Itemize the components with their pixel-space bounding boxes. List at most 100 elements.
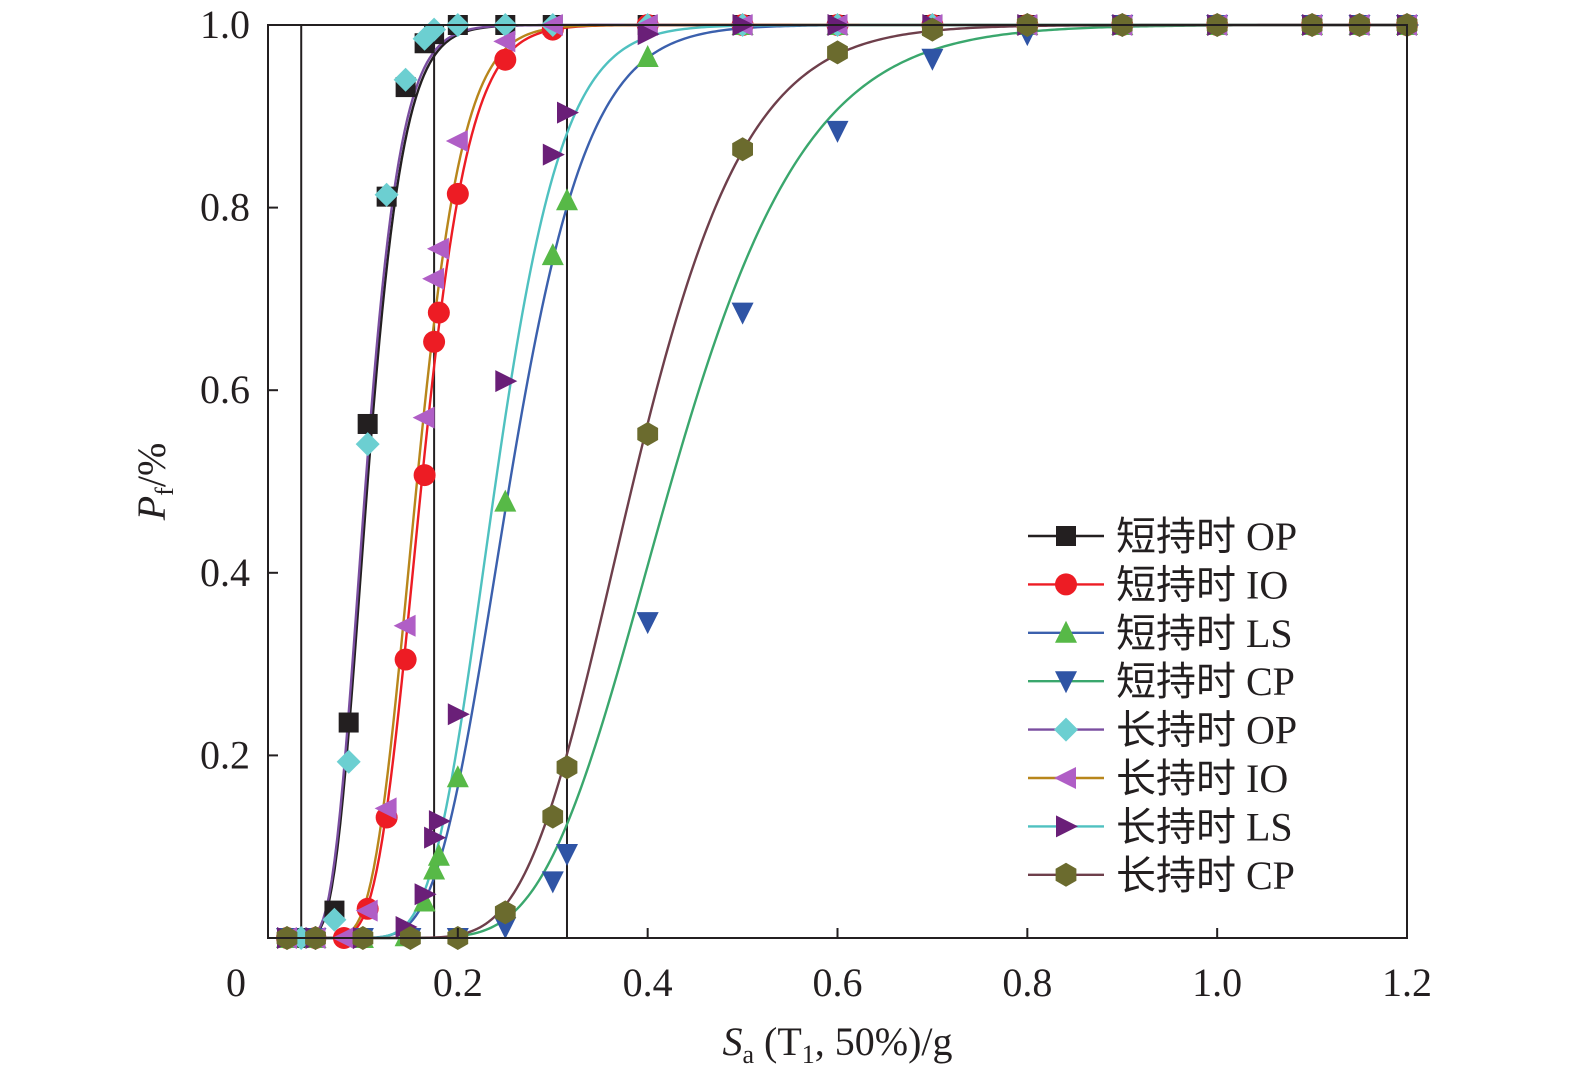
curve-series-3: [286, 23, 1407, 940]
legend-label: 短持时 CP: [1116, 659, 1295, 704]
data-point: [556, 188, 578, 211]
x-tick-label: 0.4: [623, 960, 673, 1005]
data-point: [494, 489, 517, 512]
data-point: [413, 464, 436, 487]
data-point: [428, 810, 451, 833]
data-point: [422, 267, 445, 290]
y-tick-label: 1.0: [200, 2, 250, 47]
x-tick-labels: 0 0.2 0.4 0.6 0.8 1.0 1.2: [226, 960, 1432, 1005]
x-title-sub2: 1: [802, 1040, 815, 1069]
data-point: [542, 143, 565, 166]
data-point: [446, 765, 469, 788]
legend-marker: [1056, 815, 1078, 838]
legend-item-4: 短持时 CP: [1028, 659, 1295, 704]
data-point: [446, 182, 469, 205]
data-point: [541, 871, 564, 894]
y-tick-label: 0.8: [200, 185, 250, 230]
x-tick-label: 0.2: [433, 960, 483, 1005]
x-title-main: S: [722, 1019, 742, 1064]
data-point: [827, 40, 848, 65]
data-point: [355, 899, 378, 922]
y-title-main: P: [129, 496, 174, 521]
x-axis-title: Sa (T1, 50%)/g: [722, 1019, 952, 1069]
data-point: [493, 30, 516, 53]
y-title-sub: f: [150, 487, 179, 496]
legend-label: 长持时 CP: [1116, 853, 1295, 898]
y-axis-title: Pf/%: [129, 443, 179, 522]
x-title-rest: (T: [754, 1019, 802, 1064]
legend-item-7: 长持时 LS: [1028, 804, 1293, 849]
data-point: [414, 883, 437, 906]
data-point: [494, 48, 517, 71]
data-point: [637, 422, 659, 446]
legend-item-6: 长持时 IO: [1028, 756, 1288, 801]
data-point: [636, 612, 659, 635]
legend-label: 短持时 LS: [1116, 611, 1293, 656]
legend-item-2: 短持时 IO: [1028, 562, 1288, 607]
legend-item-1: 短持时 OP: [1028, 514, 1297, 559]
data-point: [426, 237, 449, 260]
x-tick-label: 0.6: [813, 960, 863, 1005]
data-point: [494, 900, 516, 925]
data-point: [336, 749, 361, 774]
plot-frame: [267, 24, 1408, 939]
data-point: [731, 302, 754, 325]
data-point: [393, 67, 418, 92]
legend-marker: [1055, 862, 1077, 887]
x-tick-label: 0: [226, 960, 246, 1005]
y-title-tail: /%: [129, 443, 174, 487]
data-point: [423, 330, 446, 353]
x-title-tail: , 50%)/g: [815, 1019, 953, 1064]
y-tick-labels: 0.2 0.4 0.6 0.8 1.0: [200, 2, 250, 777]
legend-item-5: 长持时 OP: [1028, 708, 1297, 753]
data-point: [427, 843, 450, 866]
legend-label: 短持时 OP: [1116, 514, 1297, 559]
data-point: [732, 137, 753, 162]
data-point: [637, 23, 660, 46]
data-point: [445, 130, 468, 152]
legend-marker: [1054, 717, 1078, 742]
data-point: [922, 17, 943, 42]
legend-marker: [1055, 620, 1077, 643]
data-point: [322, 907, 347, 932]
data-point: [556, 755, 578, 780]
data-point: [542, 804, 564, 829]
data-point: [422, 17, 447, 42]
data-point: [556, 844, 578, 866]
data-point: [393, 614, 416, 637]
data-point: [357, 413, 378, 434]
data-point: [423, 857, 446, 880]
legend-item-3: 短持时 LS: [1028, 611, 1293, 656]
data-point: [427, 301, 450, 324]
legend-label: 长持时 LS: [1116, 804, 1293, 849]
data-point: [495, 370, 518, 393]
y-tick-label: 0.2: [200, 732, 250, 777]
legend-marker: [1054, 767, 1076, 789]
x-tick-label: 1.2: [1382, 960, 1432, 1005]
axis-ticks: [267, 24, 1408, 938]
legend-marker: [1055, 671, 1077, 694]
data-point: [494, 917, 517, 939]
legend-item-8: 长持时 CP: [1028, 853, 1295, 898]
data-point: [826, 120, 849, 143]
data-point: [447, 703, 470, 726]
data-point: [557, 101, 579, 124]
reference-lines: [300, 25, 568, 938]
data-point: [412, 406, 435, 429]
data-point: [355, 432, 380, 457]
legend-label: 短持时 IO: [1116, 562, 1288, 607]
data-point: [374, 182, 399, 207]
legend-label: 长持时 IO: [1116, 756, 1288, 801]
data-point: [541, 243, 564, 266]
data-point: [338, 712, 359, 733]
fitted-curves: [286, 23, 1407, 940]
y-tick-label: 0.4: [200, 550, 250, 595]
data-point: [424, 826, 447, 849]
legend-marker: [1055, 573, 1077, 596]
data-point: [921, 48, 944, 71]
data-point: [636, 45, 659, 67]
legend-label: 长持时 OP: [1116, 708, 1297, 753]
